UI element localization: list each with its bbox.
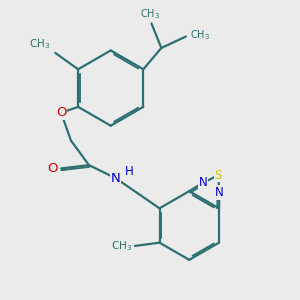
Text: S: S: [214, 169, 222, 182]
Text: O: O: [47, 162, 58, 175]
Text: CH$_3$: CH$_3$: [140, 7, 160, 21]
Text: O: O: [56, 106, 66, 119]
Text: N: N: [198, 176, 207, 189]
Text: CH$_3$: CH$_3$: [190, 28, 210, 42]
Text: N: N: [215, 186, 224, 199]
Text: N: N: [111, 172, 121, 185]
Text: CH$_3$: CH$_3$: [29, 38, 50, 51]
Text: H: H: [125, 164, 134, 178]
Text: CH$_3$: CH$_3$: [111, 239, 132, 253]
